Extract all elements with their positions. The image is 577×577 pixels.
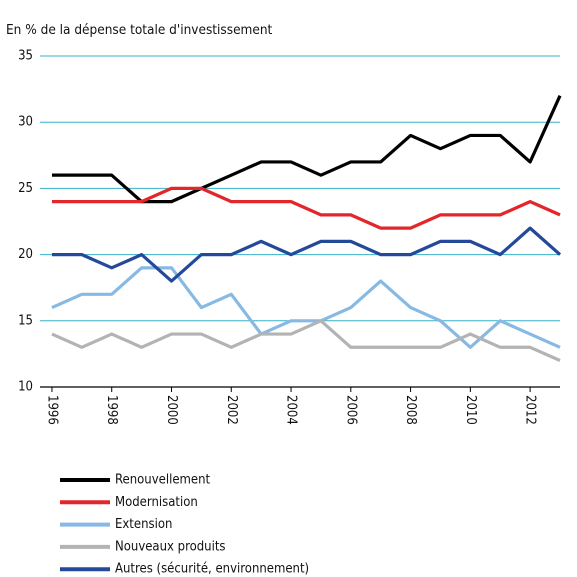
chart-subtitle: En % de la dépense totale d'investisseme… bbox=[6, 22, 273, 38]
series-line bbox=[51, 226, 562, 283]
x-tick-label: 2004 bbox=[284, 395, 299, 425]
series-line bbox=[51, 266, 561, 349]
series-line bbox=[51, 186, 561, 230]
x-tick-label: 2010 bbox=[463, 395, 478, 425]
x-tick-label: 2002 bbox=[224, 395, 239, 425]
legend-label: Autres (sécurité, environnement) bbox=[115, 562, 309, 577]
x-tick-label: 2006 bbox=[343, 395, 358, 425]
y-tick-label: 35 bbox=[18, 49, 33, 64]
series-line bbox=[51, 319, 561, 362]
legend-label: Modernisation bbox=[115, 495, 198, 510]
y-tick-label: 25 bbox=[18, 181, 33, 196]
legend-label: Nouveaux produits bbox=[115, 539, 226, 554]
x-tick-label: 1998 bbox=[104, 395, 119, 425]
x-tick-label: 2012 bbox=[523, 395, 538, 425]
x-tick-label: 2008 bbox=[403, 395, 418, 425]
x-tick-label: 1996 bbox=[44, 395, 59, 425]
legend-label: Renouvellement bbox=[115, 473, 211, 488]
y-tick-label: 15 bbox=[18, 313, 33, 328]
y-tick-label: 30 bbox=[18, 115, 33, 130]
y-tick-label: 10 bbox=[18, 380, 33, 395]
y-tick-label: 20 bbox=[18, 247, 33, 262]
legend-label: Extension bbox=[115, 517, 172, 532]
x-tick-label: 2000 bbox=[164, 395, 179, 425]
series-line bbox=[51, 95, 562, 204]
